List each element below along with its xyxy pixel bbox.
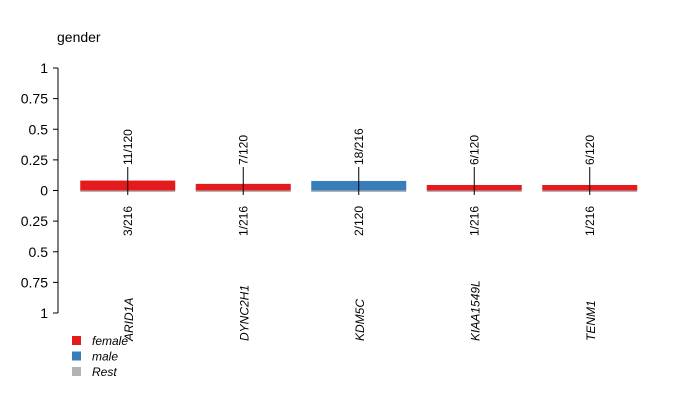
y-tick-label: 1 — [40, 305, 48, 321]
lower-ratio-label: 1/216 — [467, 206, 481, 236]
gene-label: KIAA1549L — [468, 280, 482, 341]
legend-label-rest: Rest — [92, 365, 117, 379]
legend-swatch-female — [72, 336, 81, 345]
y-tick-label: 0 — [40, 183, 48, 199]
legend-label-female: female — [92, 334, 128, 348]
upper-ratio-label: 6/120 — [467, 135, 481, 165]
gene-label: DYNC2H1 — [237, 285, 251, 341]
y-tick-label: 1 — [40, 60, 48, 76]
y-tick-label: 0.5 — [29, 121, 49, 137]
y-axis: 1 0.75 0.5 0.25 0 0.25 0.5 0.75 1 — [21, 60, 59, 321]
y-tick-label: 0.75 — [21, 274, 48, 290]
lower-ratio-label: 2/120 — [352, 206, 366, 236]
upper-ratio-label: 11/120 — [121, 129, 135, 165]
gene-label: TENM1 — [584, 300, 598, 341]
chart-title: gender — [57, 29, 101, 45]
y-tick-label: 0.75 — [21, 91, 48, 107]
y-tick-label: 0.25 — [21, 213, 48, 229]
y-tick-label: 0.25 — [21, 152, 48, 168]
legend-swatch-rest — [72, 367, 81, 376]
y-tick-label: 0.5 — [29, 244, 49, 260]
upper-ratio-label: 6/120 — [583, 135, 597, 165]
gene-label: ARID1A — [122, 298, 136, 342]
bars — [80, 167, 638, 195]
legend-label-male: male — [92, 350, 118, 364]
lower-ratio-label: 1/216 — [583, 206, 597, 236]
upper-ratio-label: 7/120 — [236, 135, 250, 165]
lower-ratio-label: 3/216 — [121, 206, 135, 236]
lower-ratio-label: 1/216 — [236, 206, 250, 236]
legend-swatch-male — [72, 351, 81, 361]
gene-label: KDM5C — [353, 299, 367, 341]
bar-labels: 11/120 3/216 ARID1A 7/120 1/216 DYNC2H1 18/216… — [121, 128, 598, 342]
upper-ratio-label: 18/216 — [352, 128, 366, 165]
